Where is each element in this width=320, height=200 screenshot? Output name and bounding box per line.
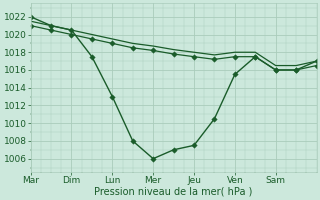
X-axis label: Pression niveau de la mer( hPa ): Pression niveau de la mer( hPa )	[94, 187, 253, 197]
